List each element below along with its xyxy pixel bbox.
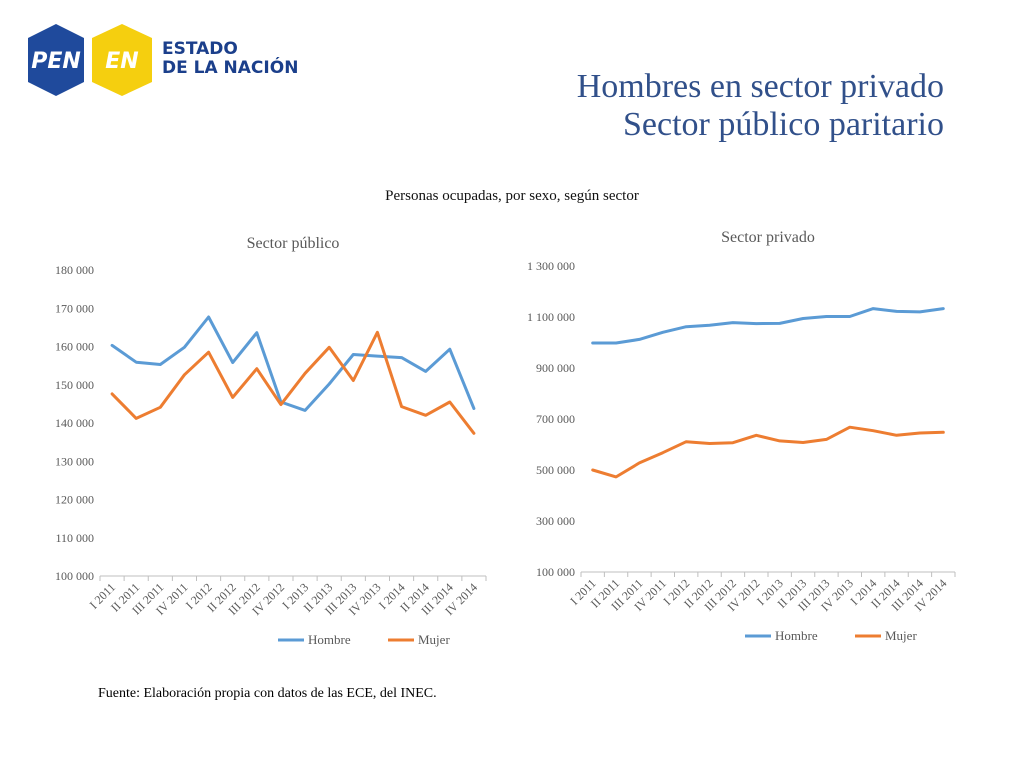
logo-badge-en: EN xyxy=(105,49,138,74)
legend-label-hombre: Hombre xyxy=(775,628,818,643)
slide-title-line2: Sector público paritario xyxy=(622,106,944,143)
y-tick-label: 130 000 xyxy=(55,454,94,468)
y-tick-label: 1 100 000 xyxy=(527,310,575,324)
logo: PEN EN ESTADO DE LA NACIÓN xyxy=(22,22,312,98)
series-line-mujer xyxy=(591,425,945,479)
y-tick-label: 1 300 000 xyxy=(527,259,575,273)
chart-title: Sector público xyxy=(247,235,340,252)
source-note: Fuente: Elaboración propia con datos de … xyxy=(98,686,437,701)
logo-line1: ESTADO xyxy=(162,39,238,59)
chart-sector-publico: Sector público 100 000 110 000 120 000 130 0… xyxy=(55,235,487,647)
legend-label-hombre: Hombre xyxy=(308,632,351,647)
y-tick-label: 300 000 xyxy=(536,514,575,528)
slide-title: Hombres en sector privado Sector público… xyxy=(577,68,944,144)
figure-caption: Personas ocupadas, por sexo, según secto… xyxy=(385,188,639,204)
legend-label-mujer: Mujer xyxy=(885,628,917,643)
series-line-hombre xyxy=(110,315,476,412)
logo-line2: DE LA NACIÓN xyxy=(162,58,299,78)
y-tick-label: 900 000 xyxy=(536,361,575,375)
y-tick-label: 100 000 xyxy=(55,569,94,583)
chart-sector-privado: Sector privado 100 000 300 000 500 000 700 0… xyxy=(527,229,956,643)
series-line-hombre xyxy=(591,307,945,345)
series-line-mujer xyxy=(110,330,476,435)
y-tick-label: 160 000 xyxy=(55,340,94,354)
y-tick-label: 140 000 xyxy=(55,416,94,430)
y-tick-label: 180 000 xyxy=(55,263,94,277)
y-tick-label: 110 000 xyxy=(55,531,94,545)
logo-badges: PEN EN xyxy=(28,24,152,96)
logo-badge-pen: PEN xyxy=(31,49,81,74)
y-tick-label: 170 000 xyxy=(55,301,94,315)
y-tick-label: 100 000 xyxy=(536,565,575,579)
y-tick-label: 500 000 xyxy=(536,463,575,477)
chart-title: Sector privado xyxy=(721,229,815,246)
legend-label-mujer: Mujer xyxy=(418,632,450,647)
logo-wordmark: ESTADO DE LA NACIÓN xyxy=(162,40,298,78)
y-tick-label: 120 000 xyxy=(55,493,94,507)
y-tick-label: 150 000 xyxy=(55,378,94,392)
slide-title-line1: Hombres en sector privado xyxy=(576,68,944,105)
y-tick-label: 700 000 xyxy=(536,412,575,426)
